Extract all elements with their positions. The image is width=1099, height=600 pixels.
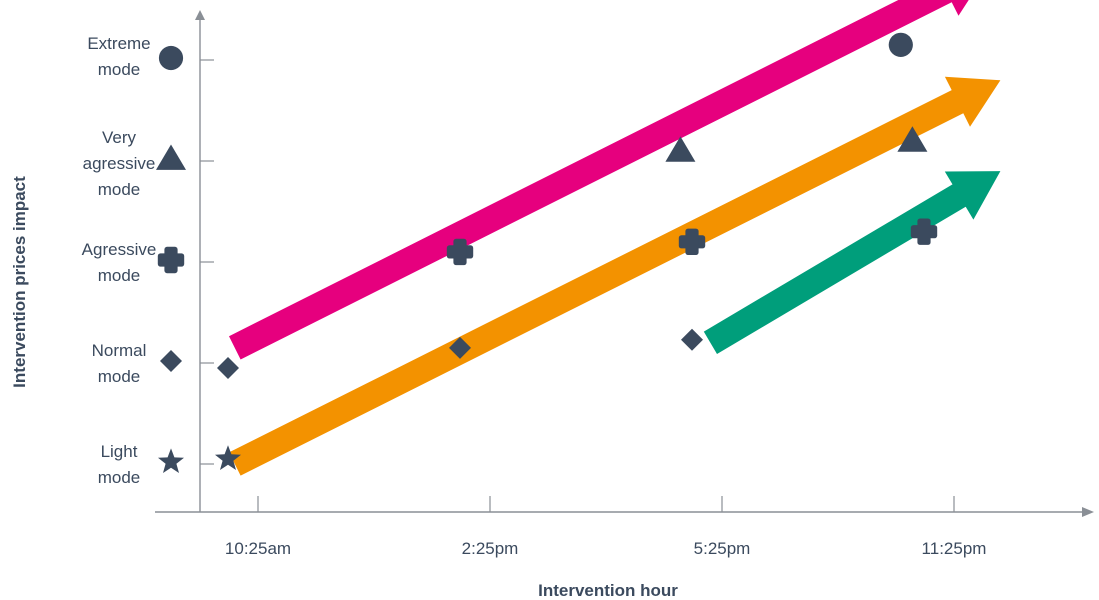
y-level-label: mode: [98, 180, 141, 199]
y-level-circle-icon: [158, 45, 184, 71]
data-point-star-icon: [215, 445, 241, 470]
data-point-cross-icon: [678, 228, 706, 255]
x-tick-labels: 10:25am 2:25pm 5:25pm 11:25pm: [225, 539, 987, 558]
y-axis-arrowhead: [195, 10, 205, 20]
data-point-cross-icon: [910, 218, 938, 245]
y-level-label: mode: [98, 367, 141, 386]
x-tick-label: 10:25am: [225, 539, 291, 558]
y-level-label: Normal: [92, 341, 147, 360]
y-level-diamond-icon: [160, 350, 182, 372]
trend-arrow-1: [229, 0, 969, 360]
x-tick-label: 5:25pm: [694, 539, 751, 558]
trend-arrow-3: [703, 171, 1001, 354]
data-point-diamond-icon: [681, 328, 703, 351]
x-axis-arrowhead: [1082, 507, 1094, 517]
data-point-cross-icon: [446, 238, 474, 266]
y-level-label: mode: [98, 468, 141, 487]
x-tick-label: 11:25pm: [922, 539, 987, 558]
y-level-label: Very: [102, 128, 137, 147]
y-level-label: mode: [98, 60, 141, 79]
data-point-diamond-icon: [449, 336, 471, 359]
y-level-labels: Light mode Normal mode Agressive mode Very agre…: [82, 34, 187, 487]
trend-arrows: [229, 0, 1001, 476]
trend-arrow-2: [229, 76, 1001, 476]
y-level-cross-icon: [157, 246, 185, 274]
y-level-label: mode: [98, 266, 141, 285]
data-points: [215, 32, 938, 470]
data-point-triangle-icon: [897, 126, 928, 152]
y-level-label: Light: [101, 442, 138, 461]
y-level-label: agressive: [83, 154, 156, 173]
x-tick-marks: [257, 496, 955, 512]
y-level-label: Extreme: [87, 34, 150, 53]
data-point-circle-icon: [888, 32, 913, 57]
data-point-triangle-icon: [665, 136, 696, 162]
y-tick-marks: [200, 59, 214, 465]
x-axis-title: Intervention hour: [538, 581, 678, 600]
x-tick-label: 2:25pm: [462, 539, 519, 558]
y-level-label: Agressive: [82, 240, 157, 259]
y-axis-title: Intervention prices impact: [10, 176, 29, 388]
y-level-triangle-icon: [155, 144, 187, 170]
axes: [155, 10, 1094, 517]
y-level-star-icon: [158, 448, 184, 473]
data-point-diamond-icon: [217, 357, 239, 380]
